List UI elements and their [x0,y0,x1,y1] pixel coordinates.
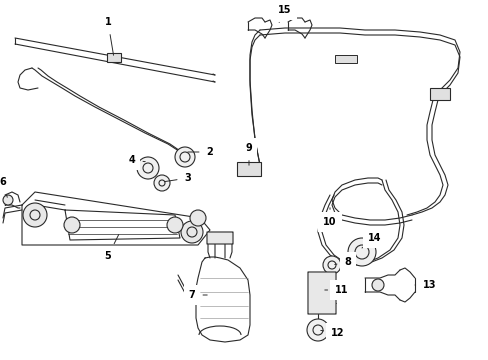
Circle shape [181,221,203,243]
Text: 4: 4 [128,155,145,165]
Circle shape [347,238,375,266]
Bar [429,88,449,100]
Text: 15: 15 [278,5,291,22]
Circle shape [190,210,205,226]
Text: 13: 13 [414,280,436,290]
Circle shape [323,256,340,274]
Text: 9: 9 [245,143,252,165]
Circle shape [175,147,195,167]
Text: 6: 6 [0,177,7,197]
Circle shape [154,175,170,191]
Circle shape [3,195,13,205]
Bar [334,55,356,63]
Text: 12: 12 [320,328,344,338]
Circle shape [306,319,328,341]
Text: 7: 7 [188,290,207,300]
Text: 11: 11 [324,285,348,295]
Circle shape [23,203,47,227]
Circle shape [64,217,80,233]
Text: 3: 3 [164,173,191,183]
Circle shape [371,279,383,291]
Text: 14: 14 [361,233,381,248]
Circle shape [137,157,159,179]
Text: 2: 2 [187,147,213,157]
Bar [237,162,261,176]
Text: 10: 10 [323,208,336,227]
Bar [107,53,121,62]
Text: 5: 5 [104,234,119,261]
Text: 8: 8 [334,257,351,267]
FancyBboxPatch shape [307,272,335,314]
Text: 1: 1 [104,17,113,55]
FancyBboxPatch shape [206,232,233,244]
Circle shape [167,217,183,233]
